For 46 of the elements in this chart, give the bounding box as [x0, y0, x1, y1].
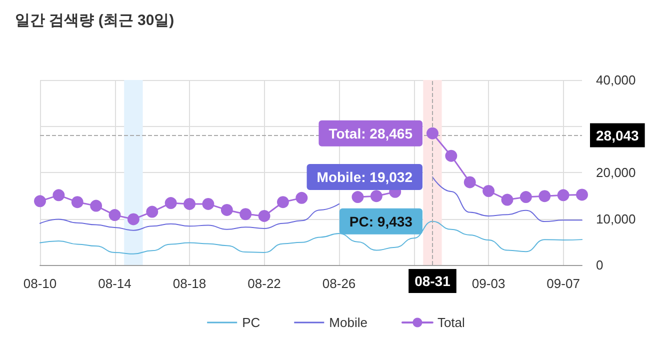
point — [34, 195, 46, 208]
legend-label: Total — [437, 315, 466, 330]
ref-line-label: 08-31 — [414, 273, 451, 289]
x-tick-label: 08-10 — [23, 276, 57, 291]
point — [501, 194, 514, 206]
legend-label: PC — [242, 315, 260, 330]
point — [164, 197, 177, 210]
annotation: Mobile: 19,032 — [316, 168, 413, 185]
point — [296, 192, 308, 204]
y-tick-label: 20,000 — [596, 165, 636, 180]
y-tick-label: 0 — [596, 258, 604, 272]
point — [276, 196, 289, 208]
point — [202, 198, 214, 210]
point — [90, 200, 102, 212]
point — [146, 206, 158, 218]
point — [127, 213, 140, 226]
point — [520, 191, 532, 204]
point — [71, 196, 84, 208]
chart-title: 일간 검색량 (최근 30일) — [15, 12, 174, 29]
point — [258, 210, 270, 222]
point — [576, 188, 588, 201]
legend-label: Mobile — [329, 315, 368, 330]
point — [240, 208, 252, 220]
x-tick-label: 08-14 — [98, 276, 132, 291]
point — [352, 191, 364, 204]
point — [445, 150, 458, 162]
x-tick-label: 08-22 — [248, 276, 281, 291]
point — [370, 190, 382, 202]
annotation: PC: 9,433 — [349, 213, 413, 230]
x-tick-label: 09-03 — [472, 276, 506, 291]
point — [538, 190, 551, 202]
point — [482, 185, 495, 197]
point — [464, 176, 476, 188]
point — [426, 127, 438, 140]
x-tick-label: 08-26 — [322, 276, 356, 291]
point — [557, 189, 570, 202]
y-tick-label: 40,000 — [596, 72, 636, 88]
annotation: Total: 28,465 — [328, 125, 413, 142]
point — [52, 189, 65, 202]
ref-line-label: 28,043 — [596, 127, 640, 144]
point — [108, 209, 121, 222]
point — [220, 204, 233, 216]
point — [184, 198, 196, 210]
x-tick-label: 09-07 — [546, 276, 580, 291]
x-tick-label: 08-18 — [172, 276, 206, 291]
y-tick-label: 10,000 — [596, 211, 636, 226]
